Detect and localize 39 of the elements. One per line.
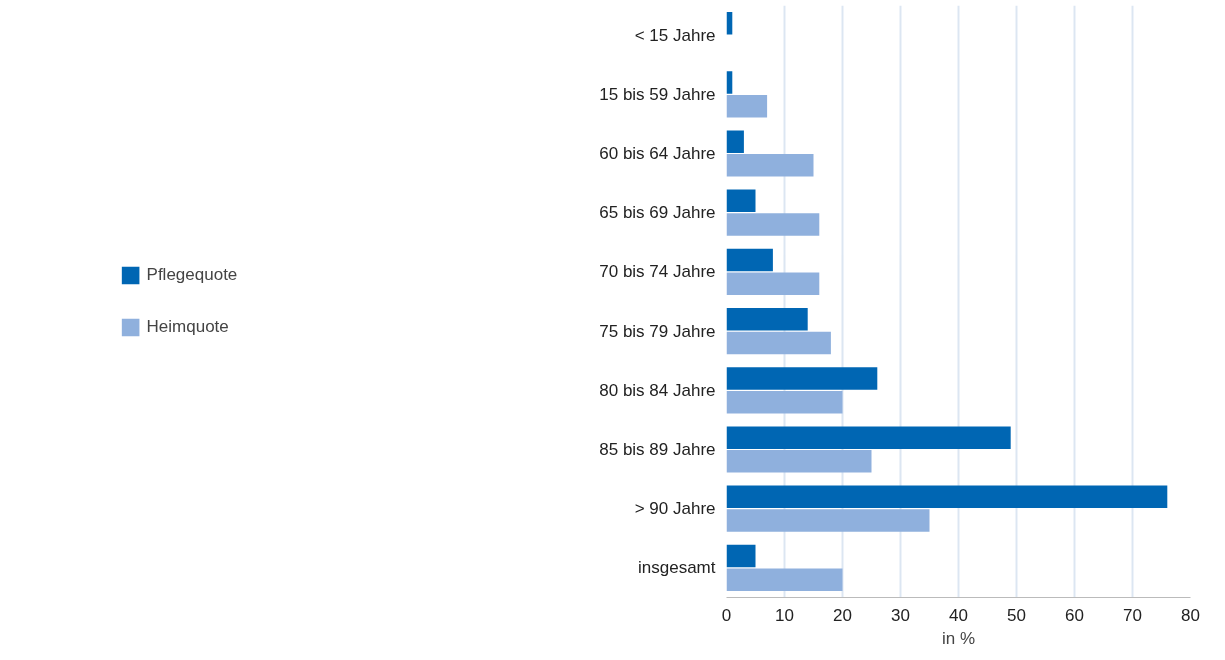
x-tick-label: 70 [1123, 605, 1142, 625]
bar [726, 213, 820, 236]
bar [726, 308, 808, 331]
bar [726, 390, 843, 414]
x-axis-title: in % [941, 628, 976, 648]
bar [726, 367, 878, 390]
y-tick-label: 70 bis 74 Jahre [599, 262, 716, 282]
y-tick-label: 80 bis 84 Jahre [599, 380, 716, 400]
y-tick-label: 60 bis 64 Jahre [599, 144, 716, 163]
bar [726, 544, 756, 568]
bar [726, 189, 756, 213]
x-tick-label: 40 [949, 605, 968, 625]
y-tick-label: < 15 Jahre [634, 25, 716, 45]
x-tick-label: 0 [721, 605, 732, 625]
legend-label: Pflegequote [146, 265, 238, 285]
y-tick-label: 75 bis 79 Jahre [599, 321, 716, 341]
x-tick-label: 60 [1065, 605, 1084, 625]
x-tick-label: 50 [1007, 605, 1026, 625]
x-tick-label: 80 [1181, 605, 1200, 625]
bar [726, 485, 1168, 509]
y-tick-label: 85 bis 89 Jahre [599, 440, 716, 459]
bar [726, 130, 744, 153]
bar [726, 509, 930, 532]
bar [726, 568, 843, 591]
bar [726, 154, 814, 177]
bar [726, 426, 1011, 449]
y-tick-label: 15 bis 59 Jahre [599, 84, 716, 104]
x-tick-label: 20 [833, 605, 852, 625]
y-tick-label: > 90 Jahre [634, 499, 716, 519]
legend-label: Heimquote [146, 317, 229, 337]
bar [726, 272, 820, 295]
y-tick-label: insgesamt [638, 558, 716, 578]
x-tick-label: 30 [891, 605, 910, 625]
bar [726, 94, 768, 118]
bar [726, 450, 872, 473]
y-tick-label: 65 bis 69 Jahre [599, 203, 716, 223]
x-tick-label: 10 [775, 605, 794, 625]
bar [726, 248, 773, 272]
bar [726, 331, 831, 355]
